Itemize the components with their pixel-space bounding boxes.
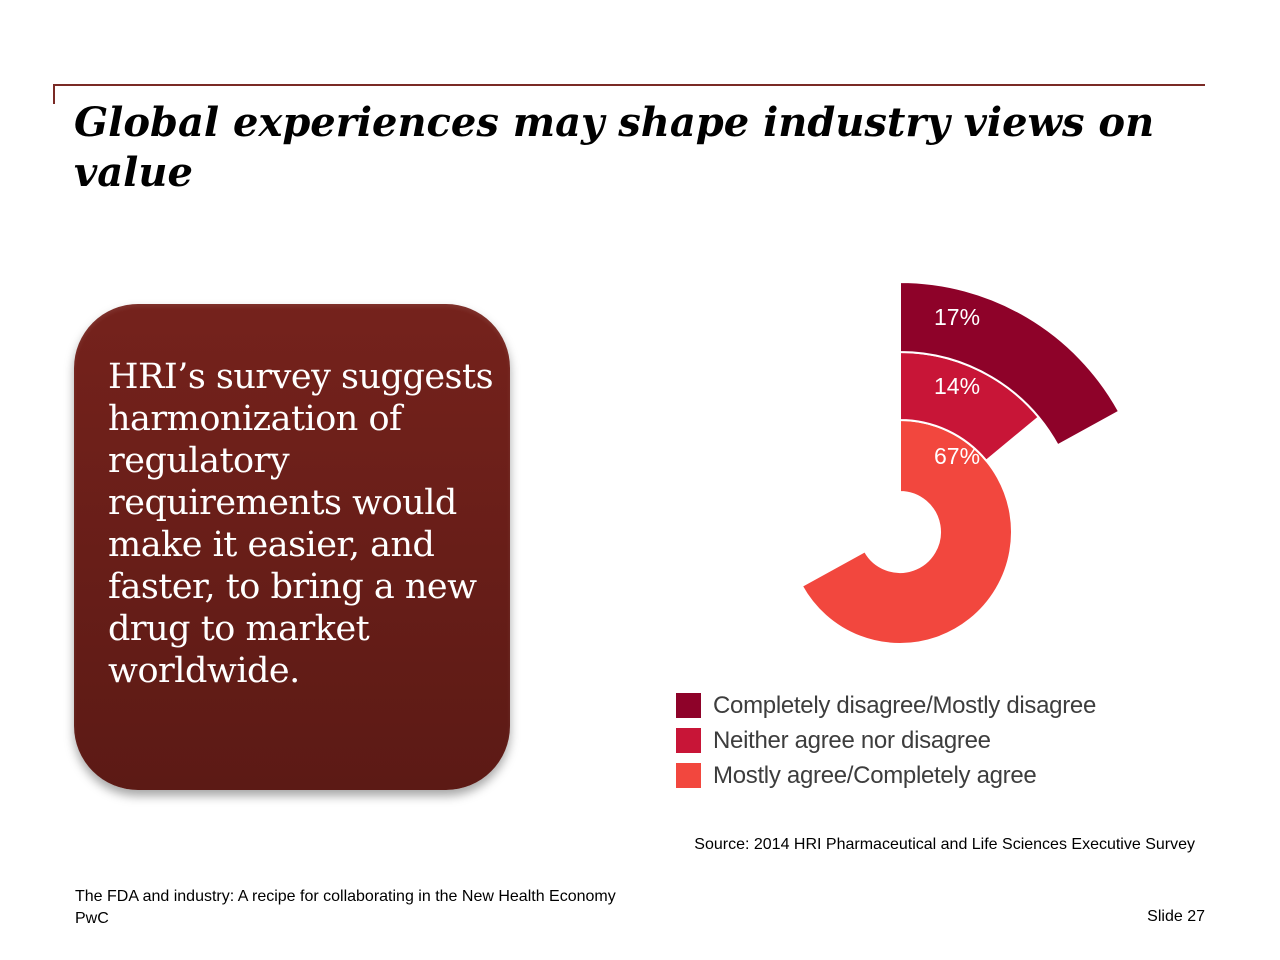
source-note: Source: 2014 HRI Pharmaceutical and Life…	[694, 836, 1195, 853]
legend-label: Mostly agree/Completely agree	[713, 761, 1037, 789]
legend-item-completely-disagree-mostly-disagree: Completely disagree/Mostly disagree	[676, 688, 1096, 723]
data-label-completely-disagree-mostly-disagree: 17%	[934, 304, 980, 330]
header-rule-tick	[53, 84, 55, 104]
radial-bar-chart: 67% 14% 17%	[800, 280, 1121, 645]
chart-legend: Completely disagree/Mostly disagree Neith…	[676, 688, 1096, 793]
footer-brand: PwC	[75, 910, 109, 927]
data-label-neither-agree-nor-disagree: 14%	[934, 373, 980, 399]
callout-box: HRI’s survey suggests harmonization of r…	[74, 304, 510, 790]
legend-swatch	[676, 763, 701, 788]
footer: The FDA and industry: A recipe for colla…	[75, 886, 616, 930]
arc-completely-disagree-mostly-disagree	[899, 280, 1121, 447]
chart-labels: 67% 14% 17%	[934, 304, 980, 469]
header-rule	[53, 84, 1205, 86]
legend-swatch	[676, 693, 701, 718]
arc-mostly-agree-completely-agree	[800, 418, 1013, 645]
legend-item-mostly-agree-completely-agree: Mostly agree/Completely agree	[676, 758, 1096, 793]
footer-title: The FDA and industry: A recipe for colla…	[75, 888, 616, 905]
data-label-mostly-agree-completely-agree: 67%	[934, 443, 980, 469]
chart-arcs	[800, 280, 1121, 645]
legend-swatch	[676, 728, 701, 753]
legend-item-neither-agree-nor-disagree: Neither agree nor disagree	[676, 723, 1096, 758]
slide-title: Global experiences may shape industry vi…	[74, 99, 1155, 196]
callout-text: HRI’s survey suggests harmonization of r…	[108, 357, 494, 691]
slide-number: Slide 27	[1147, 908, 1205, 925]
legend-label: Neither agree nor disagree	[713, 726, 991, 754]
legend-label: Completely disagree/Mostly disagree	[713, 691, 1097, 719]
